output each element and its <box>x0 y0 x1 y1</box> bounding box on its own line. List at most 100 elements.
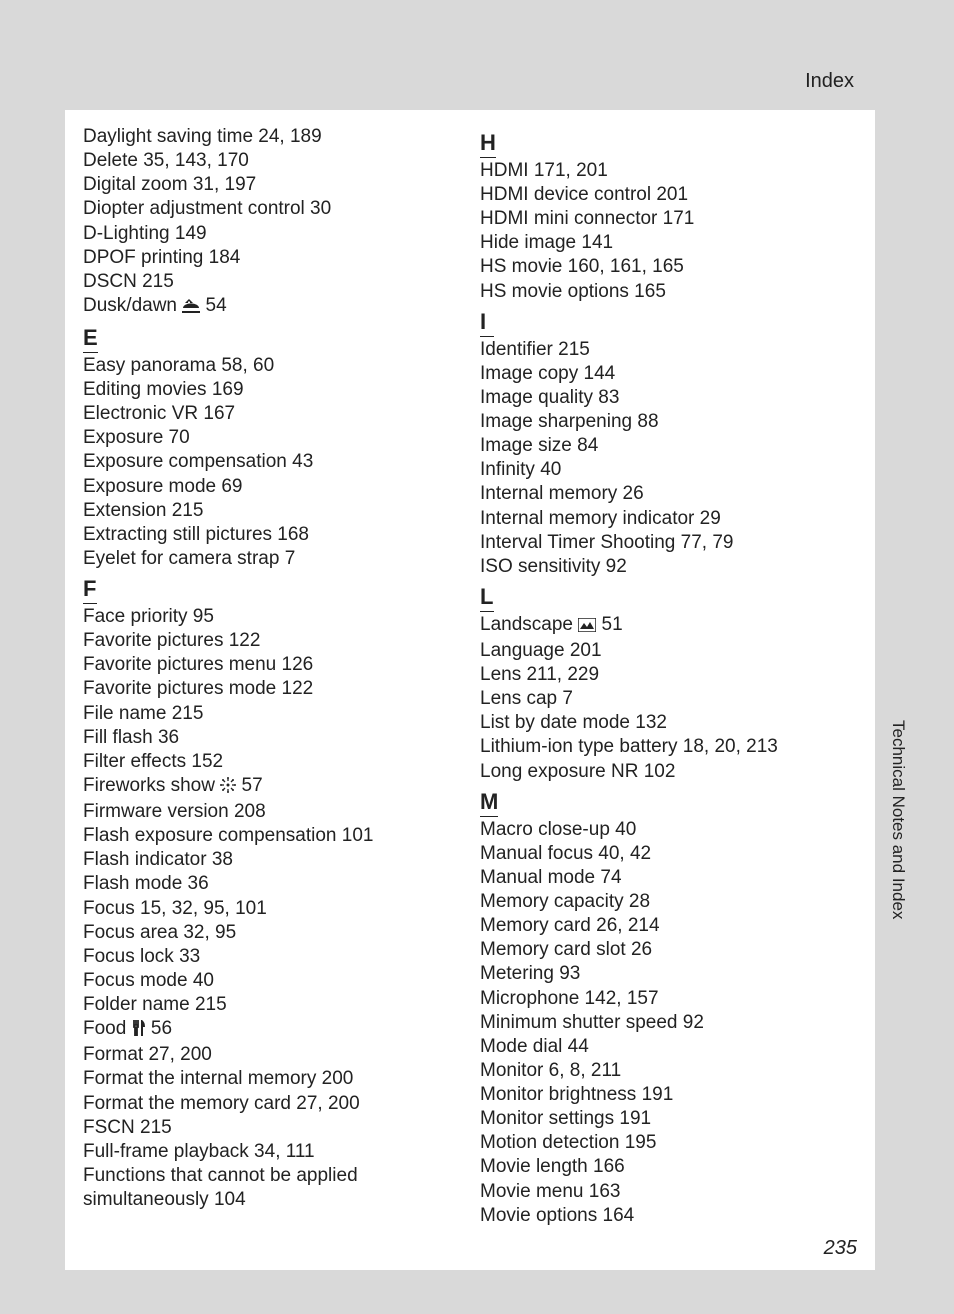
index-entry: Fill flash 36 <box>83 726 460 750</box>
index-entry: Food 56 <box>83 1017 460 1043</box>
index-entry: Infinity 40 <box>480 458 857 482</box>
index-entry: Functions that cannot be applied simulta… <box>83 1164 460 1212</box>
index-entry: Diopter adjustment control 30 <box>83 197 460 221</box>
fireworks-icon <box>220 776 236 800</box>
index-entry-pages: 56 <box>146 1018 172 1039</box>
index-entry: Memory card 26, 214 <box>480 914 857 938</box>
index-entry: Movie options 164 <box>480 1204 857 1228</box>
index-entry: Internal memory 26 <box>480 482 857 506</box>
index-entry: Image copy 144 <box>480 362 857 386</box>
index-entry-label: Fireworks show <box>83 775 220 796</box>
index-entry: Memory capacity 28 <box>480 890 857 914</box>
index-entry: Extension 215 <box>83 499 460 523</box>
index-entry: Minimum shutter speed 92 <box>480 1011 857 1035</box>
index-entry: Easy panorama 58, 60 <box>83 354 460 378</box>
index-entry: Focus mode 40 <box>83 969 460 993</box>
index-entry: Image quality 83 <box>480 386 857 410</box>
index-entry: HDMI device control 201 <box>480 183 857 207</box>
index-entry: Exposure 70 <box>83 426 460 450</box>
index-entry: HS movie 160, 161, 165 <box>480 255 857 279</box>
index-entry: Monitor 6, 8, 211 <box>480 1059 857 1083</box>
index-letter-heading: H <box>480 129 496 158</box>
index-entry: Hide image 141 <box>480 231 857 255</box>
food-icon <box>132 1019 146 1043</box>
index-entry: Identifier 215 <box>480 338 857 362</box>
index-entry: FSCN 215 <box>83 1116 460 1140</box>
index-letter-heading: I <box>480 308 494 337</box>
index-entry: Face priority 95 <box>83 605 460 629</box>
index-entry: Monitor settings 191 <box>480 1107 857 1131</box>
index-entry: Long exposure NR 102 <box>480 760 857 784</box>
index-entry-pages: 54 <box>200 295 226 316</box>
index-entry: Flash exposure compensation 101 <box>83 824 460 848</box>
index-columns: Daylight saving time 24, 189Delete 35, 1… <box>83 125 857 1228</box>
index-entry: DPOF printing 184 <box>83 246 460 270</box>
index-entry: Internal memory indicator 29 <box>480 507 857 531</box>
index-entry: Macro close-up 40 <box>480 818 857 842</box>
index-entry: Favorite pictures mode 122 <box>83 677 460 701</box>
index-entry: Monitor brightness 191 <box>480 1083 857 1107</box>
index-entry: Dusk/dawn 54 <box>83 294 460 320</box>
index-column-left: Daylight saving time 24, 189Delete 35, 1… <box>83 125 460 1228</box>
index-entry: Firmware version 208 <box>83 800 460 824</box>
header-section-title: Index <box>805 70 854 93</box>
index-entry: Movie menu 163 <box>480 1180 857 1204</box>
index-entry: Format the memory card 27, 200 <box>83 1092 460 1116</box>
index-entry-label: Landscape <box>480 614 578 635</box>
index-letter-heading: M <box>480 788 498 817</box>
index-entry: Daylight saving time 24, 189 <box>83 125 460 149</box>
index-entry: Favorite pictures 122 <box>83 629 460 653</box>
index-entry: Lens 211, 229 <box>480 663 857 687</box>
index-entry: Manual focus 40, 42 <box>480 842 857 866</box>
index-entry: Exposure mode 69 <box>83 475 460 499</box>
page-body: Daylight saving time 24, 189Delete 35, 1… <box>65 110 875 1270</box>
index-column-right: HHDMI 171, 201HDMI device control 201HDM… <box>480 125 857 1228</box>
index-entry: HDMI mini connector 171 <box>480 207 857 231</box>
index-entry: Manual mode 74 <box>480 866 857 890</box>
index-entry: Full-frame playback 34, 111 <box>83 1140 460 1164</box>
index-entry: Eyelet for camera strap 7 <box>83 547 460 571</box>
index-entry-pages: 51 <box>596 614 622 635</box>
index-entry: ISO sensitivity 92 <box>480 555 857 579</box>
index-entry: Image size 84 <box>480 434 857 458</box>
index-letter-heading: F <box>83 575 97 604</box>
landscape-icon <box>578 615 596 639</box>
index-entry-label: Dusk/dawn <box>83 295 182 316</box>
index-entry: HS movie options 165 <box>480 280 857 304</box>
index-entry: Extracting still pictures 168 <box>83 523 460 547</box>
index-entry: Landscape 51 <box>480 613 857 639</box>
index-entry: Exposure compensation 43 <box>83 450 460 474</box>
index-entry: Language 201 <box>480 639 857 663</box>
index-entry: File name 215 <box>83 702 460 726</box>
index-entry: Interval Timer Shooting 77, 79 <box>480 531 857 555</box>
index-entry: Movie length 166 <box>480 1155 857 1179</box>
index-entry: Flash mode 36 <box>83 872 460 896</box>
index-entry: Digital zoom 31, 197 <box>83 173 460 197</box>
index-entry: Format the internal memory 200 <box>83 1067 460 1091</box>
index-entry: Focus area 32, 95 <box>83 921 460 945</box>
dusk-dawn-icon <box>182 296 200 320</box>
page-number: 235 <box>824 1237 857 1260</box>
index-entry: Folder name 215 <box>83 993 460 1017</box>
index-entry: Focus lock 33 <box>83 945 460 969</box>
index-entry: Format 27, 200 <box>83 1043 460 1067</box>
index-entry: Motion detection 195 <box>480 1131 857 1155</box>
index-entry: Microphone 142, 157 <box>480 987 857 1011</box>
index-entry: Lens cap 7 <box>480 687 857 711</box>
index-entry: DSCN 215 <box>83 270 460 294</box>
index-entry: Metering 93 <box>480 962 857 986</box>
index-entry: HDMI 171, 201 <box>480 159 857 183</box>
side-thumb-tab <box>875 955 918 1050</box>
index-entry: Favorite pictures menu 126 <box>83 653 460 677</box>
side-chapter-label: Technical Notes and Index <box>888 720 908 919</box>
index-entry: Flash indicator 38 <box>83 848 460 872</box>
index-entry: Mode dial 44 <box>480 1035 857 1059</box>
index-letter-heading: E <box>83 324 98 353</box>
index-entry: Delete 35, 143, 170 <box>83 149 460 173</box>
index-entry: Memory card slot 26 <box>480 938 857 962</box>
index-entry: D-Lighting 149 <box>83 222 460 246</box>
index-entry: Image sharpening 88 <box>480 410 857 434</box>
index-entry: Filter effects 152 <box>83 750 460 774</box>
index-entry: Focus 15, 32, 95, 101 <box>83 897 460 921</box>
index-entry: Electronic VR 167 <box>83 402 460 426</box>
